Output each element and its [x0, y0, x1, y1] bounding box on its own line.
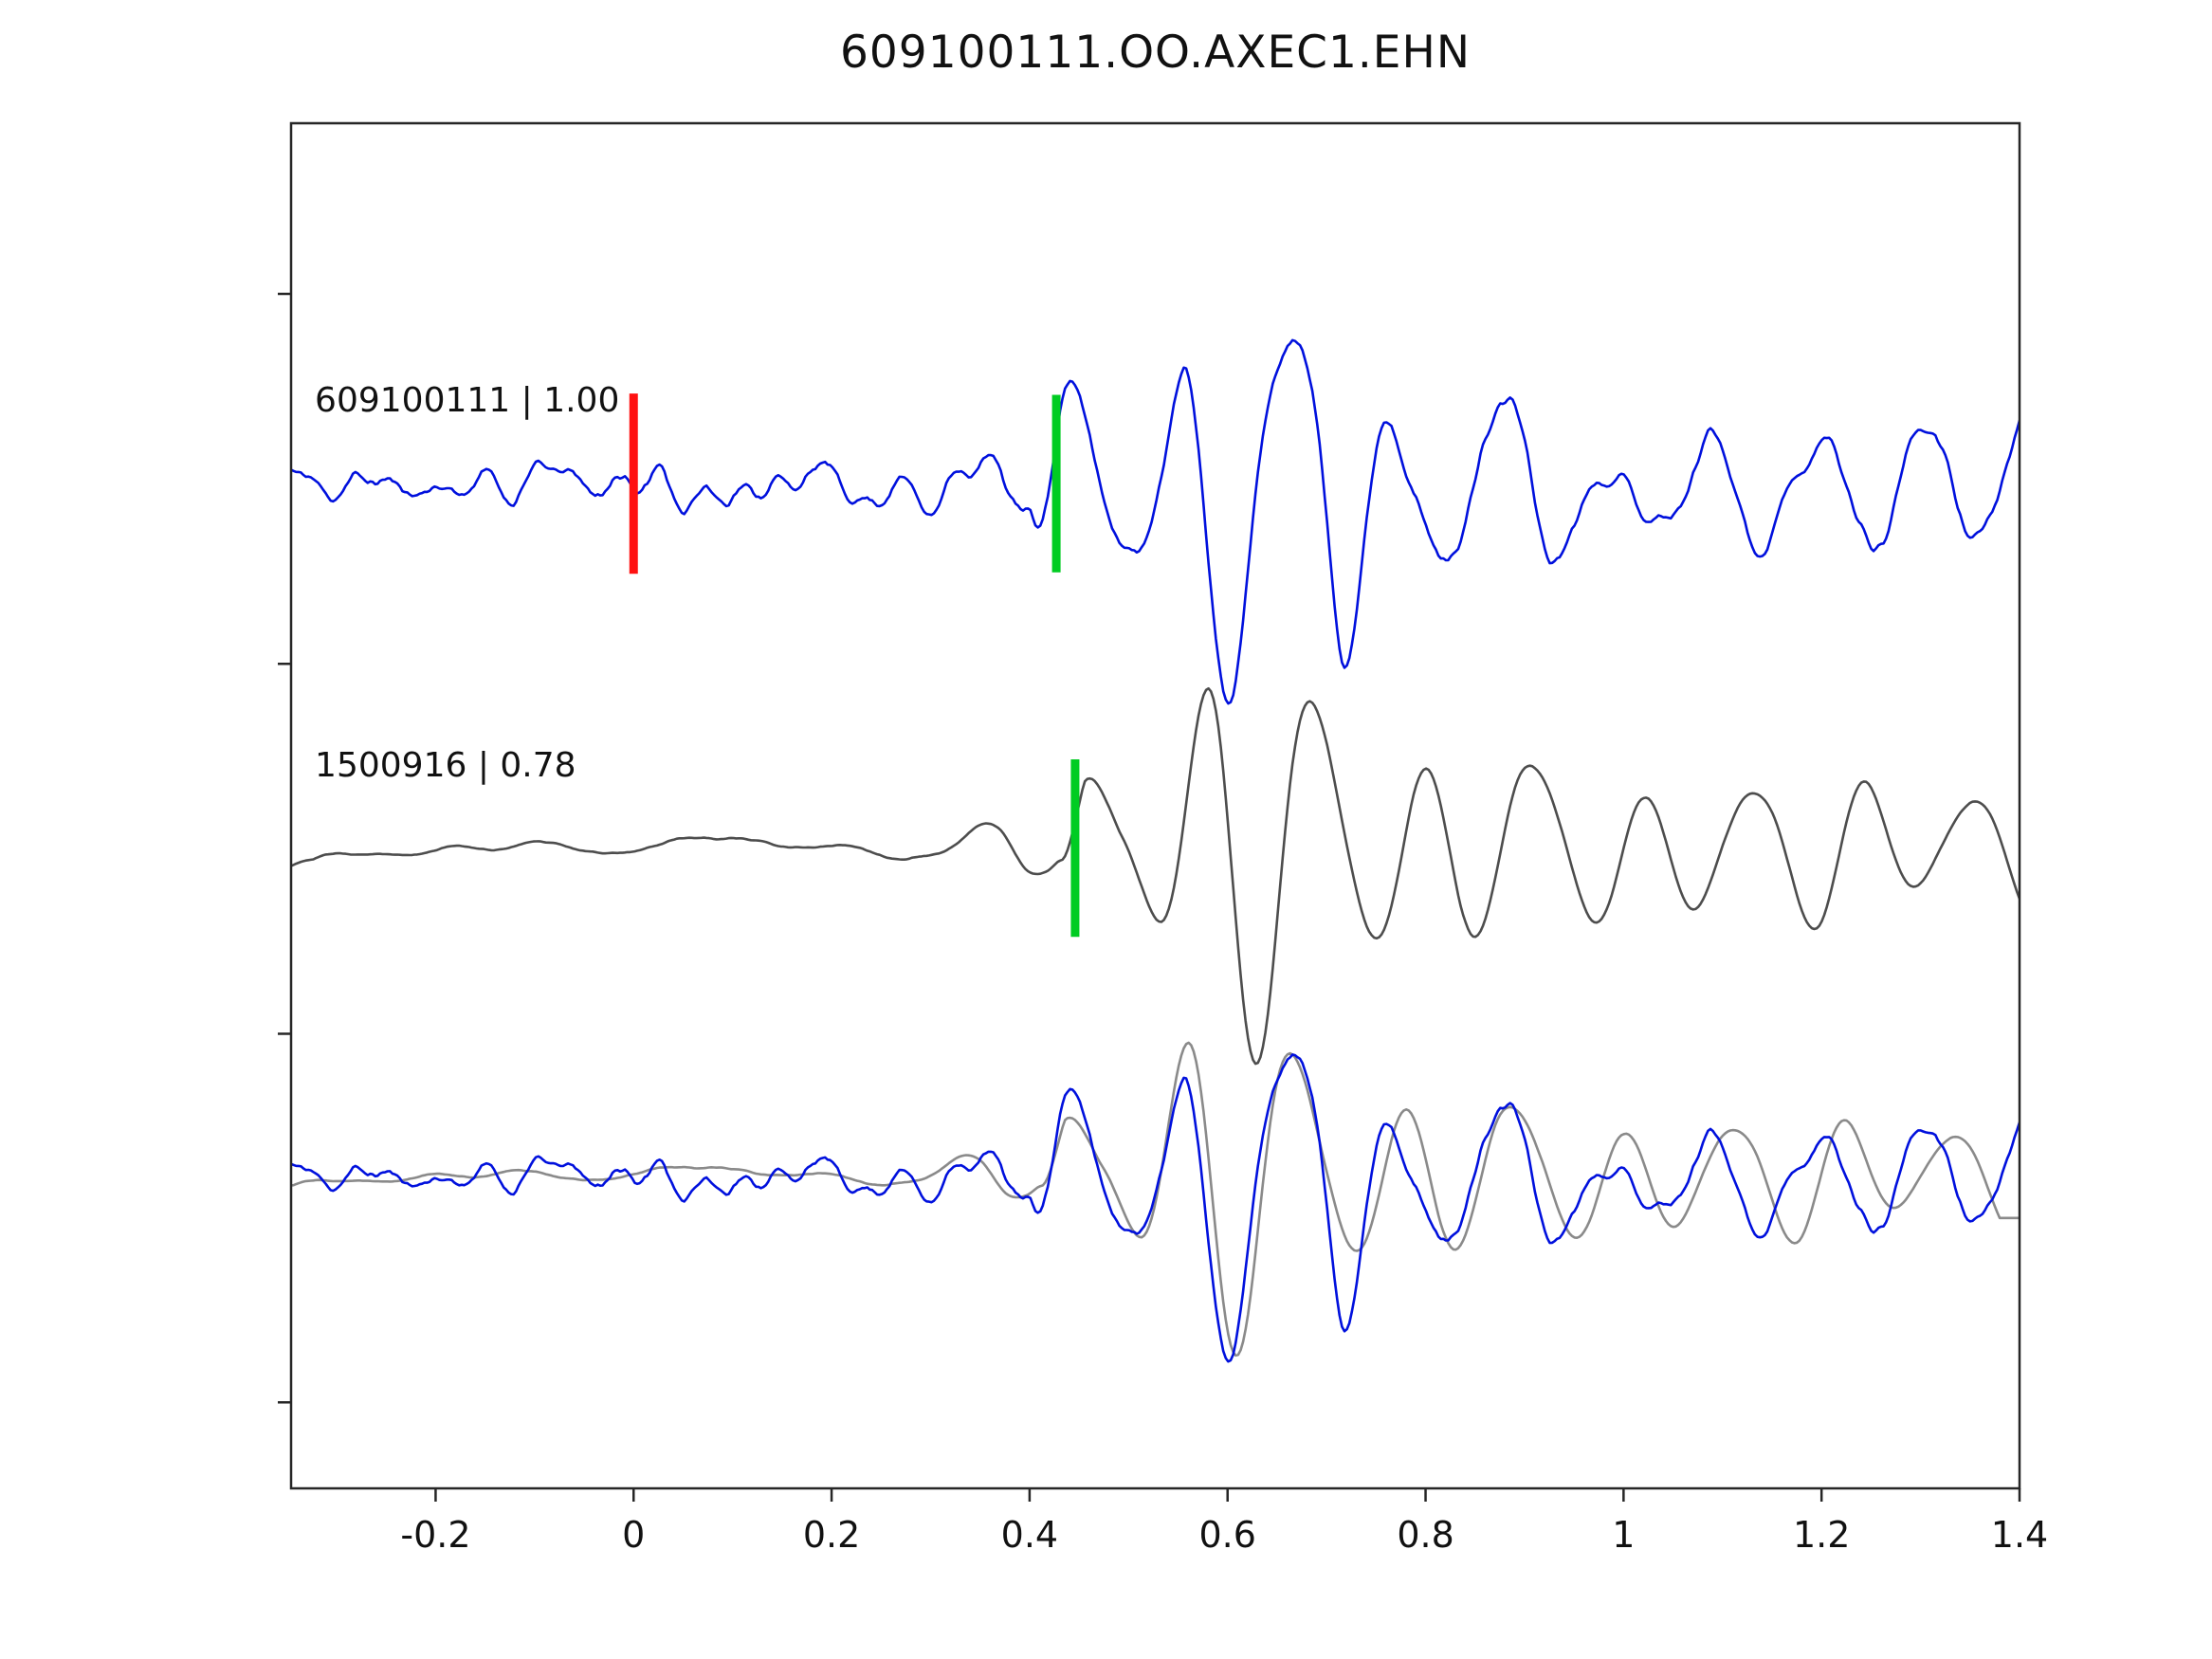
- x-tick-label: 1: [1612, 1514, 1635, 1556]
- x-tick-label: 0.4: [1001, 1514, 1058, 1556]
- x-tick-label: -0.2: [400, 1514, 470, 1556]
- template-trace-label: 609100111 | 1.00: [315, 381, 620, 421]
- x-tick-label: 1.4: [1991, 1514, 2048, 1556]
- x-tick-label: 0: [622, 1514, 645, 1556]
- chart-title: 609100111.OO.AXEC1.EHN: [840, 27, 1471, 79]
- x-tick-label: 0.6: [1199, 1514, 1256, 1556]
- overlay-detection-trace: [291, 1041, 2020, 1358]
- detection-trace-label: 1500916 | 0.78: [315, 745, 576, 785]
- plot-border: [289, 121, 2021, 1490]
- x-tick-label: 1.2: [1793, 1514, 1850, 1556]
- trace-group: [291, 338, 2020, 1363]
- overlay-template-trace: [291, 1053, 2020, 1363]
- x-tick-label: 0.2: [803, 1514, 860, 1556]
- x-tick-label: 0.8: [1397, 1514, 1453, 1556]
- detection-trace: [291, 686, 2020, 1066]
- template-trace: [291, 338, 2020, 705]
